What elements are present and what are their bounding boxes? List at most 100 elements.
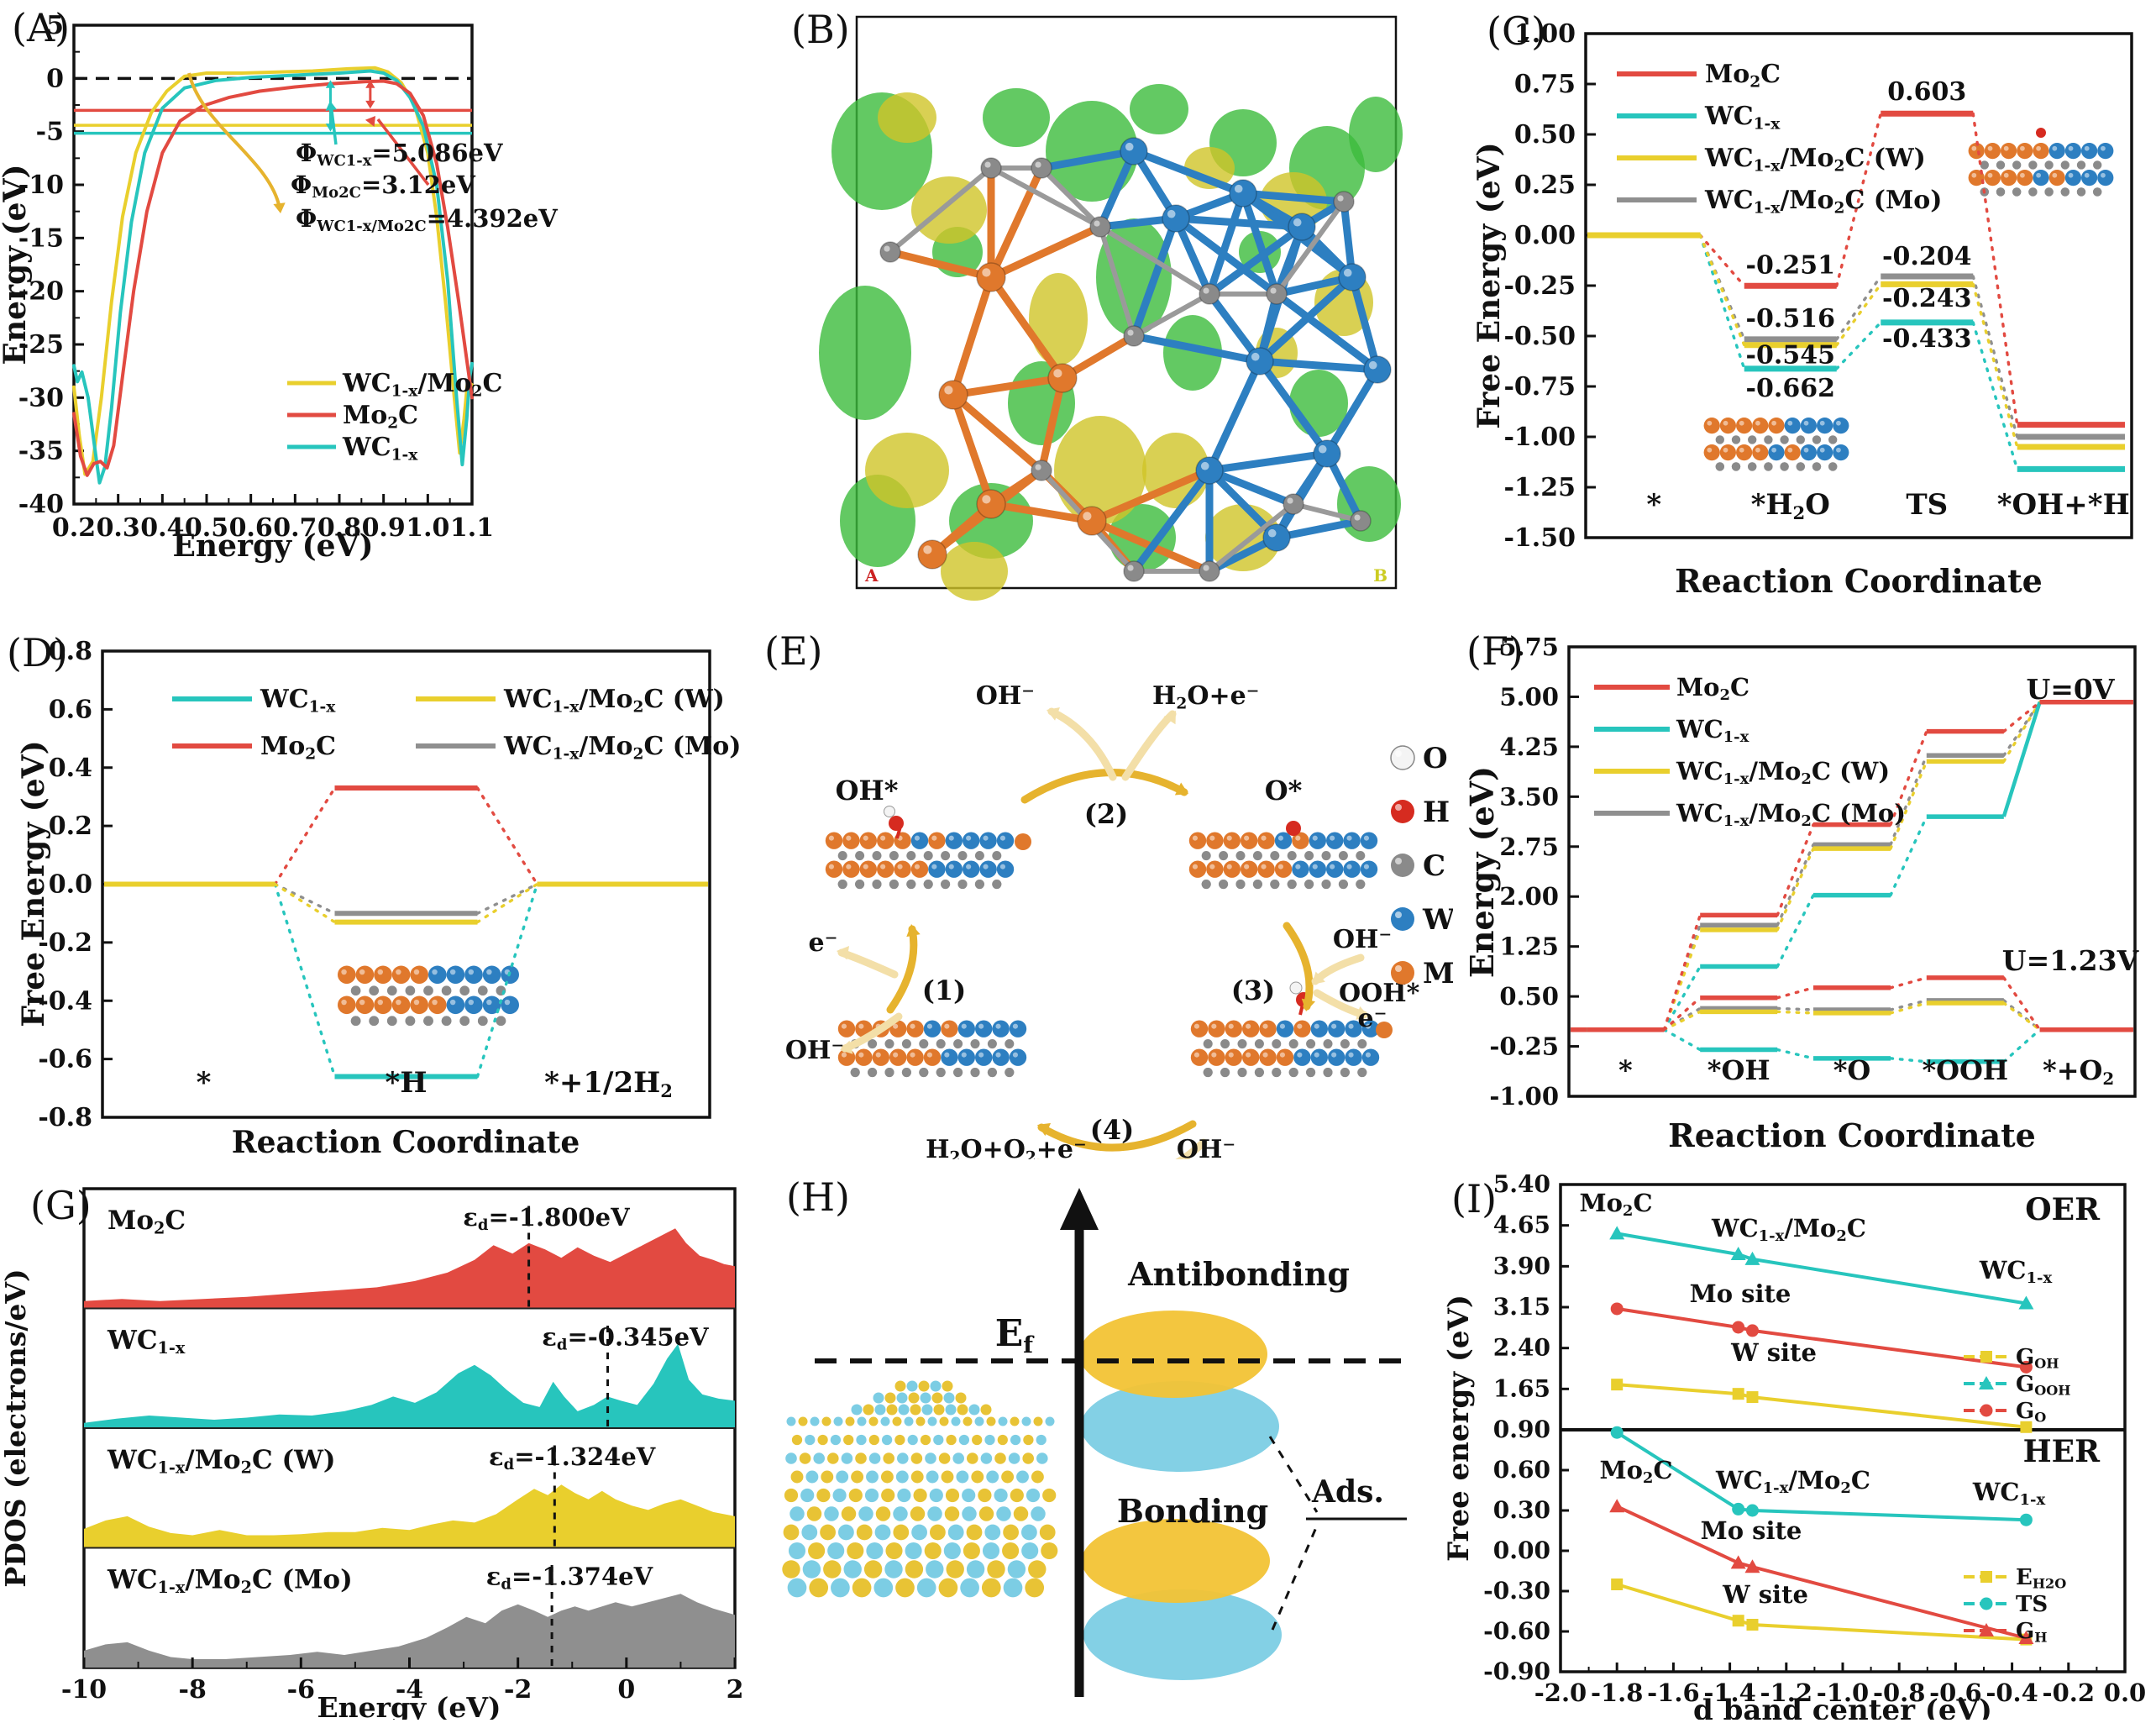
legend-label: TS bbox=[2016, 1592, 2048, 1617]
lattice-atom bbox=[836, 1470, 849, 1484]
lattice-atom bbox=[1042, 1488, 1057, 1503]
atom-c bbox=[1270, 880, 1280, 890]
atom-highlight bbox=[1348, 1023, 1354, 1029]
island-atom bbox=[873, 1392, 884, 1404]
atom-highlight bbox=[995, 1052, 1001, 1058]
bond bbox=[1272, 517, 1365, 542]
atom-mo bbox=[855, 1048, 873, 1066]
atom-mo bbox=[1242, 1048, 1260, 1066]
x-tick-label: 0.7 bbox=[273, 513, 317, 543]
atom-w bbox=[963, 860, 980, 878]
atom-mo bbox=[391, 965, 411, 985]
connector bbox=[1971, 282, 2019, 449]
atom-highlight bbox=[1261, 835, 1267, 841]
atom-highlight bbox=[910, 1023, 915, 1029]
island-atom bbox=[884, 1392, 896, 1404]
bond bbox=[1205, 290, 1264, 365]
adsorbate-h bbox=[1289, 981, 1303, 995]
y-tick-label: -0.75 bbox=[1503, 372, 1576, 402]
atom-w bbox=[957, 1020, 975, 1037]
atom-highlight bbox=[432, 999, 438, 1006]
bond bbox=[1205, 189, 1247, 298]
connector bbox=[1776, 986, 1815, 1000]
y-tick-label: -25 bbox=[18, 330, 64, 360]
x-tick-label: 1.1 bbox=[450, 513, 494, 543]
atom-highlight bbox=[1368, 360, 1377, 370]
bond bbox=[949, 374, 1067, 399]
atom-highlight bbox=[1739, 420, 1744, 426]
panel-her-free-energy-chart: 0.8 0.6 0.4 0.2 0.0 -0.2 -0.4 -0.6 -0.8 WC1-x Mo2C… bbox=[0, 622, 741, 1160]
lattice-atom bbox=[981, 1578, 1001, 1598]
lattice-atom bbox=[971, 1470, 984, 1484]
atom-highlight bbox=[1803, 447, 1809, 453]
atom-c bbox=[2076, 187, 2086, 197]
lattice-atom bbox=[1021, 1542, 1039, 1560]
atom-highlight bbox=[858, 1052, 864, 1058]
atom-c bbox=[386, 1016, 397, 1027]
legend-label: C bbox=[1423, 849, 1445, 883]
connector bbox=[1698, 234, 1746, 347]
atom-highlight bbox=[1771, 447, 1776, 453]
atom-c bbox=[837, 851, 847, 861]
energy-value-label: -0.251 bbox=[1746, 251, 1835, 281]
lattice-atom bbox=[893, 1506, 908, 1521]
category-label: TS bbox=[1906, 488, 1948, 522]
atom-w bbox=[1326, 860, 1344, 878]
atom-c bbox=[953, 1039, 963, 1049]
bond bbox=[987, 164, 1046, 281]
d-band-center-label: εd=-1.324eV bbox=[489, 1442, 656, 1473]
arrowhead bbox=[1301, 998, 1316, 1011]
marker-square bbox=[1732, 1615, 1744, 1627]
island-atom bbox=[943, 1392, 955, 1404]
atom-mo bbox=[1241, 832, 1258, 849]
atom-w bbox=[1293, 1048, 1311, 1066]
work-function-annotation: ΦMo2C=3.12eV bbox=[291, 171, 475, 202]
potential-annotation: U=1.23V bbox=[2002, 944, 2140, 977]
y-tick-label: -1.25 bbox=[1503, 473, 1576, 502]
atom-w bbox=[1288, 213, 1316, 241]
atom-w bbox=[2081, 170, 2098, 186]
atom-highlight bbox=[359, 999, 365, 1006]
atom-highlight bbox=[2052, 172, 2058, 178]
point-label: Mo site bbox=[1690, 1279, 1791, 1308]
atom-c bbox=[477, 985, 488, 996]
y-tick-label: 2.00 bbox=[1499, 882, 1559, 911]
lattice-atom bbox=[905, 1560, 924, 1579]
atom-highlight bbox=[1012, 1052, 1018, 1058]
atom-mo bbox=[391, 995, 411, 1015]
atom-highlight bbox=[396, 969, 401, 975]
bond bbox=[1205, 466, 1298, 508]
connector bbox=[1776, 893, 1815, 969]
x-axis-title: Energy (eV) bbox=[317, 1691, 501, 1720]
legend-label: Mo2C bbox=[1705, 60, 1781, 91]
island-atom bbox=[980, 1404, 992, 1416]
atom-c bbox=[2012, 160, 2022, 170]
bond bbox=[989, 165, 1103, 229]
lattice-atom bbox=[787, 1578, 807, 1598]
atom-c bbox=[936, 1039, 946, 1049]
adsorbate-o bbox=[889, 816, 904, 831]
x-tick-label: 0.0 bbox=[2104, 1678, 2146, 1707]
atom-mo bbox=[1206, 860, 1224, 878]
lattice-atom bbox=[1010, 1488, 1024, 1503]
atom-highlight bbox=[893, 1023, 899, 1029]
connector bbox=[1835, 282, 1882, 347]
atom-c bbox=[1237, 1068, 1247, 1078]
atom-w bbox=[1326, 832, 1344, 849]
y-tick-label: -1.00 bbox=[1489, 1082, 1559, 1111]
arrowhead bbox=[365, 116, 375, 127]
x-tick-label: 1.0 bbox=[406, 513, 449, 543]
y-tick-label: -0.60 bbox=[1483, 1617, 1550, 1645]
atom-w bbox=[1328, 1048, 1346, 1066]
atom-mo bbox=[374, 995, 392, 1015]
lattice-atom bbox=[947, 1524, 964, 1541]
x-tick-label: -0.6 bbox=[1929, 1678, 1982, 1707]
legend-atom-o bbox=[1390, 745, 1415, 770]
atom-highlight bbox=[377, 999, 384, 1006]
atom-w bbox=[1009, 1020, 1027, 1037]
energy-value-label: -0.433 bbox=[1882, 324, 1971, 354]
isosurface-yellow bbox=[1054, 416, 1146, 525]
panel-label-h: (H) bbox=[786, 1174, 851, 1220]
lattice-atom bbox=[831, 1578, 850, 1598]
